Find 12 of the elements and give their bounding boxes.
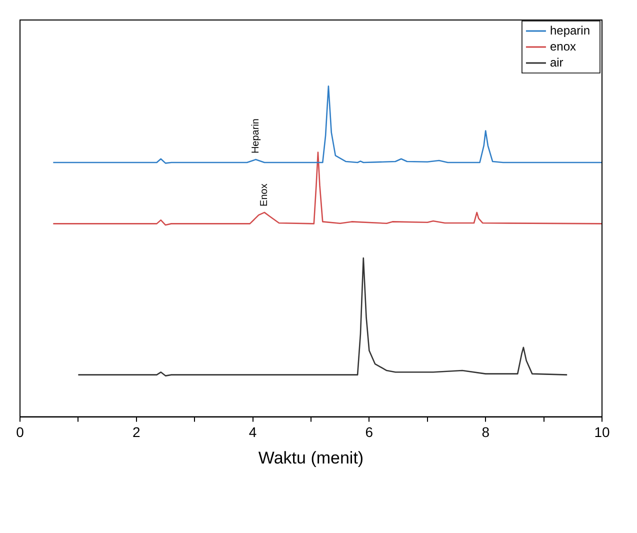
- annotation: Enox: [259, 184, 270, 206]
- x-tick-label: 10: [594, 424, 610, 440]
- x-tick-label: 0: [16, 424, 24, 440]
- legend-label: air: [550, 55, 564, 70]
- x-tick-label: 6: [365, 424, 374, 440]
- x-tick-label: 8: [482, 424, 490, 440]
- x-tick-label: 2: [132, 424, 140, 440]
- x-tick-label: 4: [248, 424, 257, 440]
- legend-label: heparin: [550, 23, 590, 38]
- annotation: Heparin: [250, 118, 262, 154]
- legend-label: enox: [550, 39, 576, 54]
- x-axis-title: Waktu (menit): [258, 448, 364, 468]
